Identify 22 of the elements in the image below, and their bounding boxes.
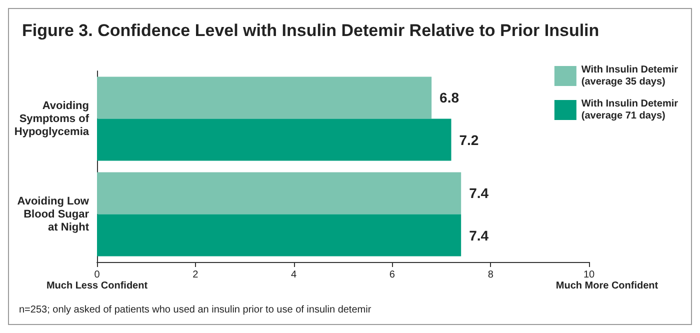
legend-label: With Insulin Detemir (average 35 days)	[581, 64, 678, 88]
x-tick-label: 2	[192, 270, 199, 280]
chart-title: Figure 3. Confidence Level with Insulin Detemir Relative to Prior Insulin	[22, 21, 600, 40]
data-label: 7.4	[469, 227, 489, 244]
x-tick-label: 6	[389, 270, 396, 280]
data-label: 7.4	[469, 185, 489, 202]
text: Much More Confident	[556, 280, 659, 292]
data-label: 7.2	[459, 132, 479, 148]
data-label: 6.8	[440, 90, 460, 106]
bar	[97, 172, 462, 214]
text: n=253; only asked of patients who used an insulin prior to use of insulin detemir	[19, 304, 372, 316]
bar	[97, 214, 462, 256]
y-tick-label: Avoiding Low Blood Sugar at Night	[17, 195, 90, 234]
x-tick-label: 10	[583, 270, 595, 280]
x-tick-label: 4	[291, 270, 298, 280]
bar	[97, 76, 432, 119]
legend-label: With Insulin Detemir (average 71 days)	[581, 98, 678, 122]
x-tick-label: 0	[94, 270, 100, 280]
bar	[97, 118, 452, 161]
x-tick-label: 8	[488, 270, 494, 280]
y-tick-label: Avoiding Symptoms of Hypoglycemia	[14, 100, 90, 138]
text: Much Less Confident	[46, 280, 148, 292]
